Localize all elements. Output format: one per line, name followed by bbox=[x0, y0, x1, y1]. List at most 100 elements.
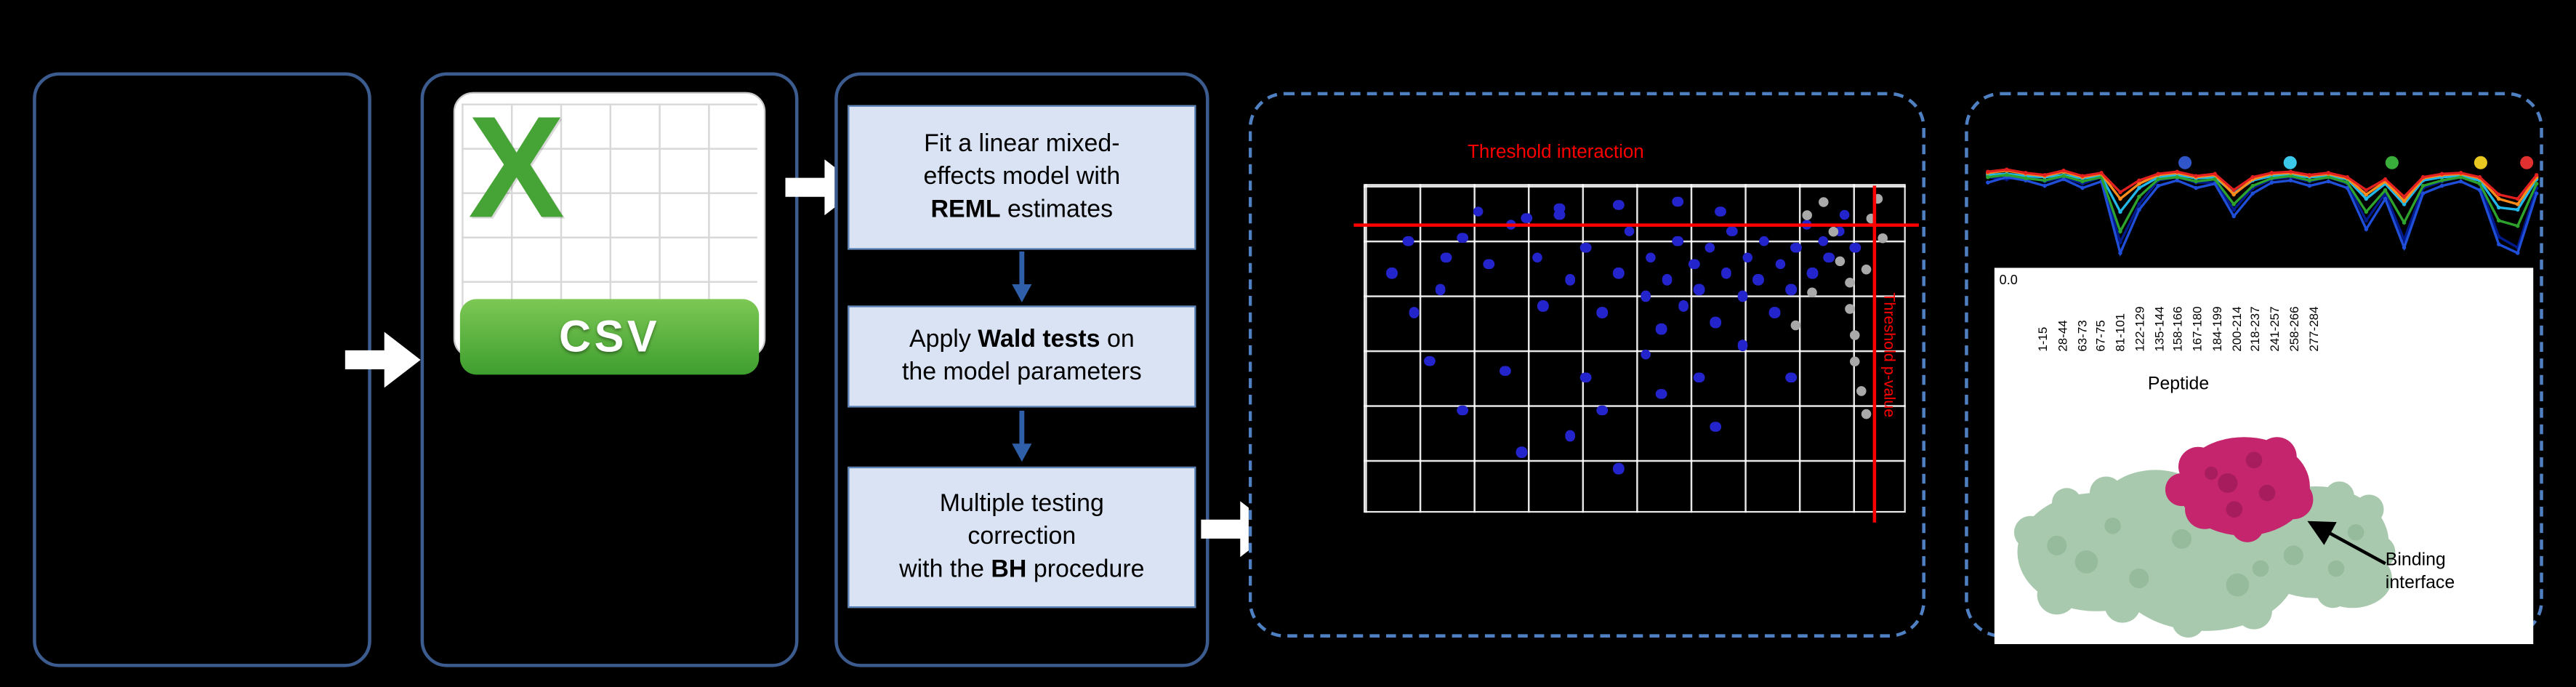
binding-interface-shading bbox=[2205, 451, 2276, 518]
profile-marker bbox=[2213, 172, 2217, 176]
profile-marker bbox=[1986, 180, 1990, 185]
profile-marker bbox=[2061, 168, 2066, 173]
scatter-point bbox=[1845, 304, 1856, 315]
profile-marker bbox=[2477, 188, 2482, 193]
profile-marker bbox=[2497, 205, 2501, 210]
profile-marker bbox=[2364, 192, 2369, 197]
profile-marker bbox=[2535, 181, 2539, 186]
peptide-tick-label: 218-237 bbox=[2247, 306, 2263, 352]
profile-marker bbox=[2345, 180, 2350, 185]
scatter-point bbox=[1818, 196, 1829, 207]
profile-marker bbox=[2137, 207, 2141, 212]
profile-marker bbox=[2516, 207, 2520, 212]
scatter-point bbox=[1851, 356, 1861, 366]
scatter-point bbox=[1758, 236, 1770, 246]
profile-marker bbox=[2288, 174, 2293, 178]
profile-marker bbox=[2439, 178, 2444, 182]
scatter-point bbox=[1753, 274, 1764, 286]
profile-marker bbox=[2383, 177, 2388, 182]
scatter-point bbox=[1457, 232, 1468, 244]
profile-marker bbox=[2516, 251, 2520, 255]
profile-marker bbox=[2156, 172, 2160, 176]
profile-marker bbox=[2118, 196, 2122, 201]
scatter-point bbox=[1818, 236, 1829, 246]
scatter-point bbox=[1807, 288, 1818, 298]
profile-marker bbox=[2535, 191, 2539, 196]
profile-marker bbox=[2137, 181, 2141, 186]
scatter-point bbox=[1774, 258, 1786, 270]
profile-marker bbox=[2439, 172, 2444, 176]
scatter-point bbox=[1613, 268, 1624, 279]
scatter-point bbox=[1484, 258, 1495, 270]
profile-marker bbox=[2420, 174, 2426, 180]
profile-marker bbox=[2535, 172, 2539, 177]
scatter-point bbox=[1457, 404, 1468, 416]
profile-marker bbox=[2458, 174, 2463, 180]
peptide-tick-label: 277-284 bbox=[2306, 306, 2321, 352]
scatter-point bbox=[1403, 236, 1414, 246]
arrow-down-icon-2 bbox=[1012, 411, 1032, 462]
scatter-point bbox=[1769, 307, 1780, 318]
scatter-point bbox=[1435, 284, 1446, 295]
scatter-point bbox=[1597, 307, 1608, 318]
profile-marker bbox=[2005, 172, 2009, 177]
profile-marker bbox=[2364, 188, 2369, 193]
profile-marker bbox=[2326, 171, 2331, 175]
profile-marker bbox=[2364, 209, 2369, 214]
profile-marker bbox=[2477, 181, 2482, 186]
interaction-threshold-line bbox=[1353, 223, 1919, 227]
profile-marker bbox=[2005, 167, 2009, 172]
profile-marker bbox=[2402, 202, 2407, 206]
profile-marker bbox=[2402, 245, 2407, 250]
profile-marker bbox=[2402, 198, 2407, 204]
profile-marker bbox=[2364, 218, 2369, 223]
profile-marker bbox=[2156, 183, 2160, 188]
scatter-point bbox=[1877, 233, 1888, 243]
profile-marker bbox=[2326, 179, 2331, 184]
profile-marker bbox=[2231, 207, 2236, 212]
profile-marker bbox=[2042, 183, 2047, 188]
scatter-point bbox=[1850, 242, 1861, 253]
profile-marker bbox=[2250, 174, 2255, 180]
binding-interface-region bbox=[2165, 437, 2314, 542]
csv-label: CSV bbox=[459, 299, 760, 375]
profile-marker bbox=[2345, 174, 2350, 180]
peptide-tick-label: 200-214 bbox=[2228, 306, 2244, 352]
scatter-point bbox=[1736, 291, 1748, 302]
profile-marker bbox=[1986, 174, 1990, 180]
profile-marker bbox=[2364, 227, 2369, 232]
peptide-tick-label: 167-180 bbox=[2189, 306, 2205, 352]
peptide-tick-label: 241-257 bbox=[2267, 306, 2282, 352]
profile-marker bbox=[2231, 192, 2236, 197]
scatter-point bbox=[1672, 236, 1683, 246]
scatter-point bbox=[1500, 366, 1511, 377]
profile-line bbox=[1987, 173, 2538, 235]
scatter-point bbox=[1424, 355, 1436, 367]
scatter-point bbox=[1532, 252, 1543, 263]
x-axis-label: Peptide bbox=[2147, 374, 2210, 395]
scatter-point bbox=[1704, 242, 1716, 253]
scatter-point bbox=[1624, 225, 1635, 237]
profile-marker bbox=[2497, 192, 2501, 197]
scatter-point bbox=[1829, 226, 1839, 236]
scatter-point bbox=[1807, 268, 1818, 279]
scatter-point bbox=[1564, 274, 1576, 286]
peptide-tick-label: 122-129 bbox=[2132, 306, 2147, 352]
profile-marker bbox=[2364, 196, 2369, 201]
peptide-tick-label: 135-144 bbox=[2151, 306, 2167, 352]
scatter-point bbox=[1856, 385, 1867, 396]
profile-marker bbox=[2516, 224, 2520, 228]
scatter-point bbox=[1742, 252, 1753, 263]
peptide-tick-labels: 1-15 28-44 63-73 67-75 81-101 122-129 135-144 1… bbox=[2035, 273, 2321, 352]
scatter-point bbox=[1597, 404, 1608, 416]
scatter-point bbox=[1790, 242, 1802, 253]
peptide-tick-label: 67-75 bbox=[2093, 320, 2109, 352]
profile-marker bbox=[2137, 185, 2141, 190]
profile-marker bbox=[2420, 191, 2426, 196]
profile-marker bbox=[2137, 202, 2141, 206]
profile-line bbox=[1987, 168, 2538, 201]
profile-marker bbox=[2345, 185, 2350, 190]
scatter-point bbox=[1408, 307, 1420, 318]
profile-marker bbox=[2269, 176, 2274, 180]
